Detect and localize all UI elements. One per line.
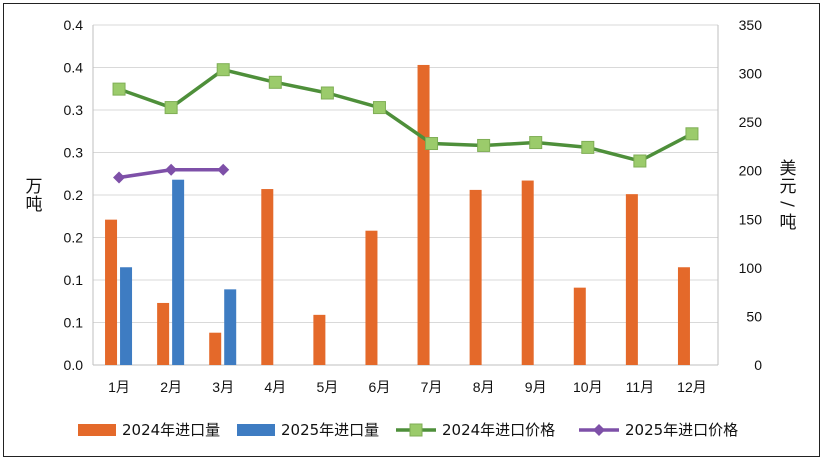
chart-frame <box>3 3 820 457</box>
legend-swatch <box>78 424 116 436</box>
bar-2024-volume <box>157 302 170 365</box>
point-2024-price <box>216 63 230 77</box>
left-tick-label: 0.2 <box>64 230 84 246</box>
point-2024-price <box>268 75 282 89</box>
right-tick-label: 200 <box>739 163 763 179</box>
x-tick-label: 1月 <box>108 379 130 395</box>
bar-2024-volume <box>521 180 534 365</box>
left-axis-title: 万 <box>26 177 43 197</box>
right-tick-label: 250 <box>739 114 763 130</box>
left-tick-label: 0.3 <box>64 145 84 161</box>
point-2025-price <box>217 163 230 176</box>
legend-label: 2025年进口价格 <box>625 421 738 439</box>
legend-swatch <box>237 424 275 436</box>
point-2024-price <box>477 138 491 152</box>
right-axis-title-char: 元 <box>780 177 797 197</box>
x-tick-label: 8月 <box>473 379 495 395</box>
bar-2024-volume <box>677 267 690 365</box>
point-2024-price <box>164 101 178 115</box>
bar-2024-volume <box>469 189 482 365</box>
point-2025-price <box>165 163 178 176</box>
right-tick-label: 150 <box>739 211 763 227</box>
x-tick-label: 11月 <box>626 379 655 395</box>
right-axis-title-char: / <box>777 201 797 207</box>
right-tick-label: 100 <box>739 260 763 276</box>
x-tick-label: 5月 <box>316 379 338 395</box>
x-tick-label: 4月 <box>264 379 286 395</box>
left-tick-label: 0.1 <box>64 315 84 331</box>
x-tick-label: 3月 <box>212 379 234 395</box>
left-tick-label: 0.1 <box>64 272 84 288</box>
point-2024-price <box>529 136 543 150</box>
bar-2024-volume <box>417 64 430 365</box>
bar-2025-volume <box>172 179 185 365</box>
right-tick-label: 0 <box>754 357 762 373</box>
legend-label: 2025年进口量 <box>281 421 379 439</box>
left-axis-title-char: 吨 <box>26 195 43 215</box>
x-tick-label: 7月 <box>421 379 443 395</box>
right-tick-label: 300 <box>739 66 763 82</box>
x-tick-label: 2月 <box>160 379 182 395</box>
bar-2024-volume <box>313 314 326 365</box>
legend-marker <box>409 423 423 437</box>
point-2025-price <box>113 171 126 184</box>
left-tick-label: 0.0 <box>64 357 84 373</box>
bar-2025-volume <box>120 267 133 365</box>
point-2024-price <box>425 137 439 151</box>
right-axis-title: 美 <box>780 159 797 179</box>
left-tick-label: 0.3 <box>64 102 84 118</box>
left-tick-label: 0.4 <box>64 60 84 76</box>
bar-2024-volume <box>573 287 586 365</box>
legend-marker <box>593 424 605 436</box>
bar-2024-volume <box>625 194 638 365</box>
bar-2024-volume <box>209 332 222 365</box>
point-2024-price <box>372 101 386 115</box>
legend-label: 2024年进口价格 <box>442 421 555 439</box>
x-tick-label: 10月 <box>573 379 603 395</box>
bar-2025-volume <box>224 289 237 365</box>
right-axis-title-char: 吨 <box>780 213 797 233</box>
left-tick-label: 0.4 <box>64 17 84 33</box>
legend-label: 2024年进口量 <box>122 421 220 439</box>
bar-2024-volume <box>105 219 118 365</box>
point-2024-price <box>581 140 595 154</box>
left-tick-label: 0.2 <box>64 187 84 203</box>
point-2024-price <box>685 127 699 141</box>
x-tick-label: 9月 <box>525 379 547 395</box>
point-2024-price <box>633 154 647 168</box>
x-tick-label: 6月 <box>369 379 391 395</box>
point-2024-price <box>112 82 126 96</box>
right-tick-label: 50 <box>746 308 762 324</box>
right-tick-label: 350 <box>739 17 763 33</box>
x-tick-label: 12月 <box>677 379 707 395</box>
point-2024-price <box>320 86 334 100</box>
series-line-2024-price <box>118 67 693 163</box>
bar-2024-volume <box>365 230 378 365</box>
bar-2024-volume <box>261 189 274 365</box>
